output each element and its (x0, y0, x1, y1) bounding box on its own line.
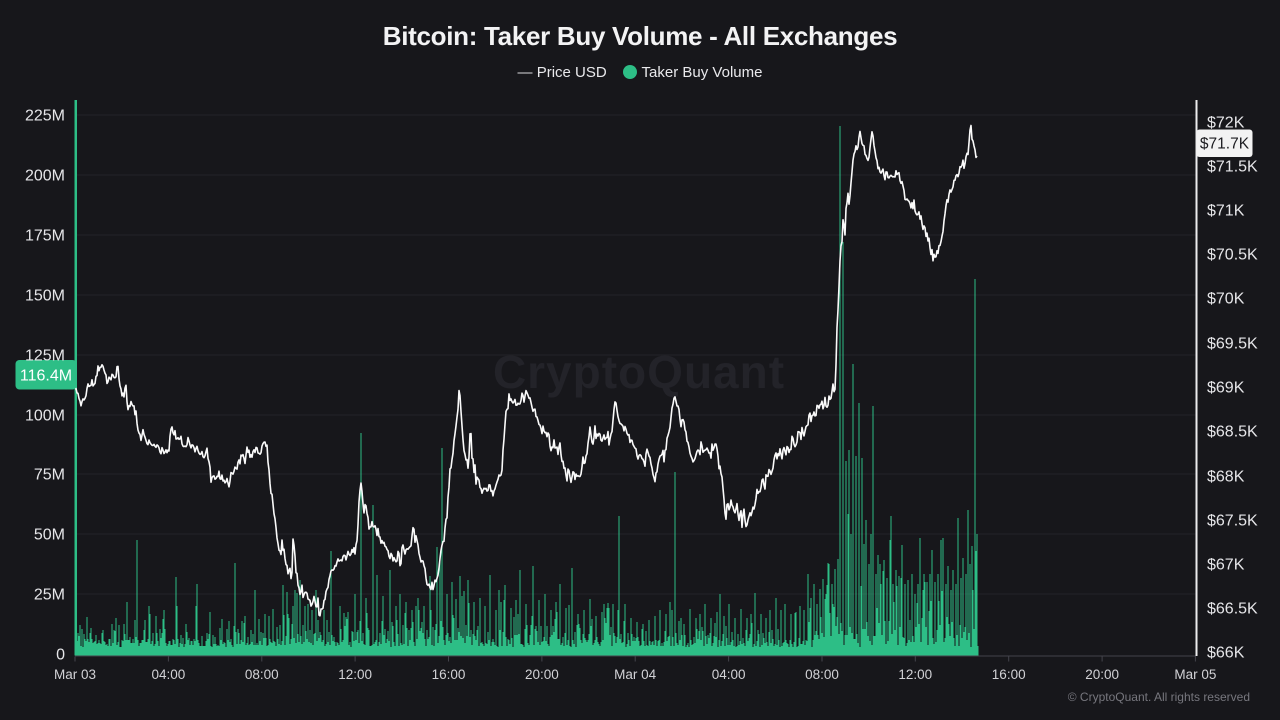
svg-text:$66K: $66K (1207, 645, 1245, 662)
svg-text:$71.7K: $71.7K (1200, 136, 1250, 153)
svg-text:0: 0 (56, 647, 65, 664)
svg-text:04:00: 04:00 (152, 667, 186, 682)
svg-text:16:00: 16:00 (432, 667, 466, 682)
svg-text:20:00: 20:00 (1085, 667, 1119, 682)
svg-text:$68.5K: $68.5K (1207, 424, 1258, 441)
svg-text:$67K: $67K (1207, 557, 1245, 574)
svg-text:200M: 200M (25, 168, 65, 185)
svg-text:04:00: 04:00 (712, 667, 746, 682)
svg-text:12:00: 12:00 (338, 667, 372, 682)
svg-text:150M: 150M (25, 288, 65, 305)
svg-text:50M: 50M (34, 527, 65, 544)
svg-text:225M: 225M (25, 108, 65, 125)
svg-text:75M: 75M (34, 467, 65, 484)
svg-text:$70.5K: $70.5K (1207, 247, 1258, 264)
svg-text:16:00: 16:00 (992, 667, 1026, 682)
svg-text:$69.5K: $69.5K (1207, 336, 1258, 353)
svg-text:$66.5K: $66.5K (1207, 601, 1258, 618)
svg-text:175M: 175M (25, 228, 65, 245)
svg-text:$71K: $71K (1207, 203, 1245, 220)
svg-text:Mar 04: Mar 04 (614, 667, 657, 682)
svg-text:Mar 05: Mar 05 (1174, 667, 1216, 682)
svg-text:Mar 03: Mar 03 (54, 667, 96, 682)
svg-text:08:00: 08:00 (805, 667, 839, 682)
svg-text:125M: 125M (25, 348, 65, 365)
svg-text:20:00: 20:00 (525, 667, 559, 682)
svg-text:$70K: $70K (1207, 291, 1245, 308)
svg-text:$69K: $69K (1207, 380, 1245, 397)
svg-text:08:00: 08:00 (245, 667, 279, 682)
svg-text:$71.5K: $71.5K (1207, 159, 1258, 176)
svg-text:$72K: $72K (1207, 115, 1245, 132)
svg-text:$67.5K: $67.5K (1207, 513, 1258, 530)
svg-text:$68K: $68K (1207, 469, 1245, 486)
svg-text:116.4M: 116.4M (20, 368, 72, 385)
svg-text:25M: 25M (34, 587, 65, 604)
svg-text:12:00: 12:00 (898, 667, 932, 682)
svg-text:100M: 100M (25, 408, 65, 425)
